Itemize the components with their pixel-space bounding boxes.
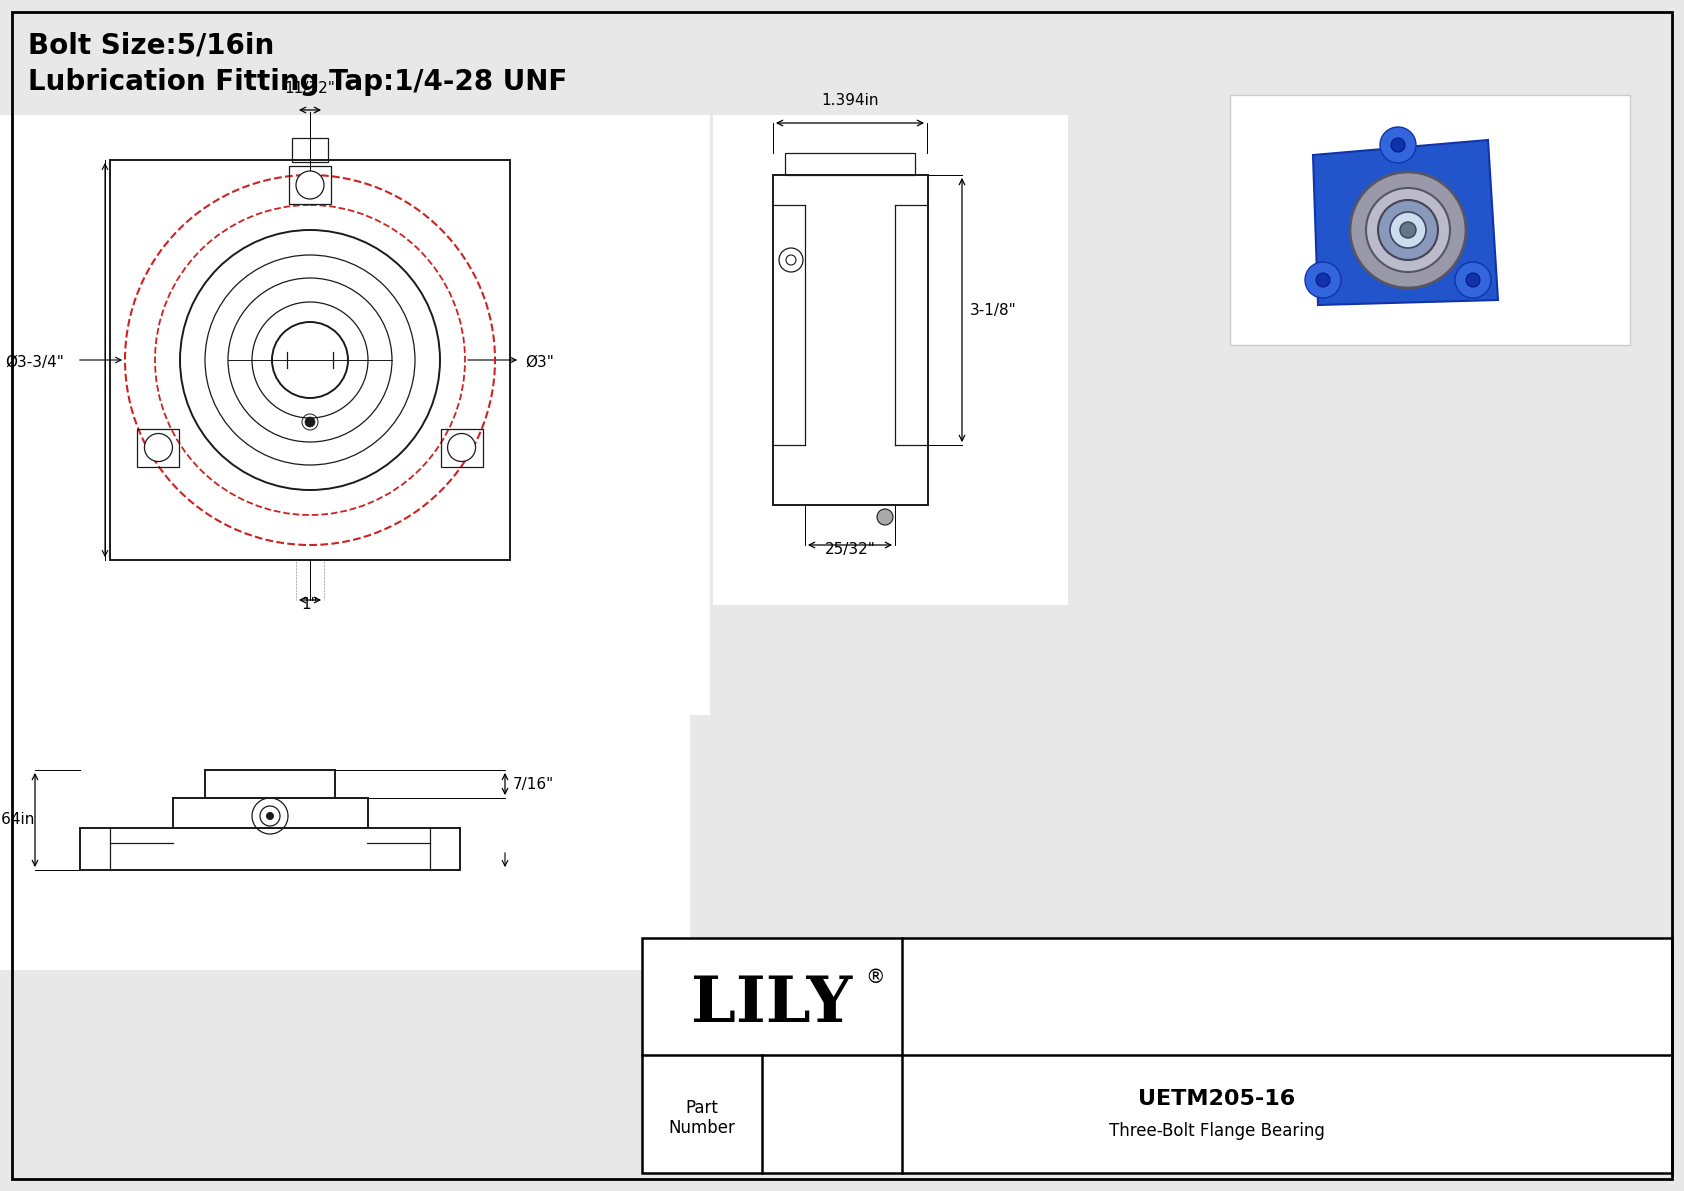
Bar bbox=[712, 116, 1068, 605]
Circle shape bbox=[1399, 222, 1416, 238]
Circle shape bbox=[305, 417, 315, 428]
Circle shape bbox=[1467, 273, 1480, 287]
Text: 1": 1" bbox=[301, 597, 318, 612]
Bar bbox=[81, 828, 460, 869]
Bar bbox=[0, 671, 690, 969]
Bar bbox=[138, 429, 180, 467]
Bar bbox=[441, 429, 483, 467]
Circle shape bbox=[1455, 262, 1490, 298]
Text: Ø3": Ø3" bbox=[525, 355, 554, 369]
Bar bbox=[205, 771, 335, 798]
Bar bbox=[290, 166, 332, 204]
Circle shape bbox=[877, 509, 893, 525]
Text: Ø3-3/4": Ø3-3/4" bbox=[5, 355, 64, 369]
Circle shape bbox=[1391, 138, 1404, 152]
Bar bbox=[773, 175, 928, 505]
Circle shape bbox=[1366, 188, 1450, 272]
Bar bbox=[173, 798, 369, 828]
Circle shape bbox=[448, 434, 475, 461]
Text: 7/16": 7/16" bbox=[514, 777, 554, 792]
Circle shape bbox=[780, 248, 803, 272]
Circle shape bbox=[1315, 273, 1330, 287]
Bar bbox=[109, 160, 510, 560]
Text: ®: ® bbox=[866, 968, 884, 987]
Text: UETM205-16: UETM205-16 bbox=[1138, 1089, 1295, 1109]
Text: 1.264in: 1.264in bbox=[0, 812, 35, 828]
Text: Lubrication Fitting Tap:1/4-28 UNF: Lubrication Fitting Tap:1/4-28 UNF bbox=[29, 68, 568, 96]
Bar bbox=[785, 152, 914, 175]
Circle shape bbox=[1305, 262, 1340, 298]
Polygon shape bbox=[1314, 141, 1499, 305]
Text: 1.394in: 1.394in bbox=[822, 93, 879, 108]
Bar bbox=[1229, 95, 1630, 345]
Text: Part
Number: Part Number bbox=[669, 1098, 736, 1137]
Text: Three-Bolt Flange Bearing: Three-Bolt Flange Bearing bbox=[1110, 1122, 1325, 1140]
Circle shape bbox=[1378, 200, 1438, 260]
Text: Bolt Size:5/16in: Bolt Size:5/16in bbox=[29, 32, 274, 60]
Circle shape bbox=[1351, 172, 1467, 288]
Bar bbox=[291, 138, 328, 162]
Bar bbox=[642, 939, 1672, 1173]
Text: 3-1/8": 3-1/8" bbox=[970, 303, 1017, 318]
Text: LILY: LILY bbox=[692, 973, 852, 1035]
Text: 25/32": 25/32" bbox=[825, 542, 876, 557]
Text: 11/32": 11/32" bbox=[285, 81, 335, 96]
Circle shape bbox=[145, 434, 172, 461]
Circle shape bbox=[296, 172, 323, 199]
Circle shape bbox=[1389, 212, 1426, 248]
Circle shape bbox=[1379, 127, 1416, 163]
Bar bbox=[0, 116, 711, 715]
Circle shape bbox=[266, 812, 274, 819]
